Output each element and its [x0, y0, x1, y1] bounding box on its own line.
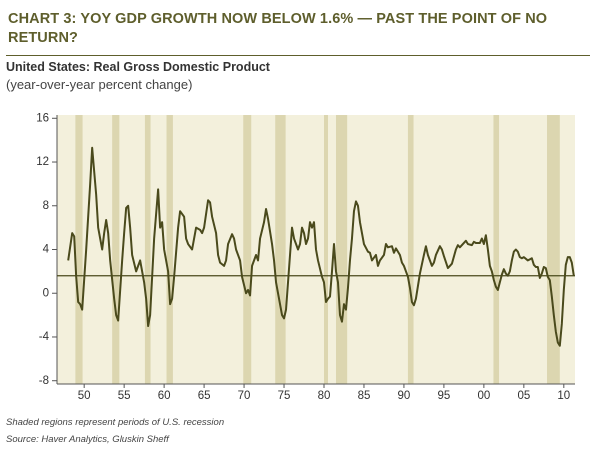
- y-tick-label: 16: [36, 112, 49, 124]
- x-tick-label: 70: [238, 390, 251, 402]
- recession-band: [407, 115, 414, 384]
- recession-band: [493, 115, 500, 384]
- x-tick-label: 85: [358, 390, 371, 402]
- chart-subtitle: United States: Real Gross Domestic Produ…: [6, 60, 270, 74]
- x-tick-label: 50: [78, 390, 91, 402]
- x-tick-label: 65: [198, 390, 211, 402]
- x-tick-label: 90: [398, 390, 411, 402]
- recession-band: [112, 115, 120, 384]
- x-tick-label: 75: [278, 390, 291, 402]
- x-tick-label: 80: [318, 390, 331, 402]
- source-note: Source: Haver Analytics, Gluskin Sheff: [6, 434, 169, 445]
- y-tick-label: -8: [39, 375, 49, 387]
- y-tick-label: 12: [36, 156, 49, 168]
- y-tick-label: 4: [43, 244, 50, 256]
- recession-band: [243, 115, 252, 384]
- x-tick-label: 05: [517, 390, 530, 402]
- recession-band: [275, 115, 286, 384]
- y-tick-label: 0: [43, 287, 49, 299]
- recession-band: [323, 115, 328, 384]
- recession-band: [335, 115, 348, 384]
- recession-band: [547, 115, 560, 384]
- x-tick-label: 55: [118, 390, 131, 402]
- x-tick-label: 95: [438, 390, 451, 402]
- note: Shaded regions represent periods of U.S.…: [6, 417, 225, 428]
- recession-band: [166, 115, 173, 384]
- x-tick-label: 10: [557, 390, 570, 402]
- recession-band: [144, 115, 151, 384]
- y-tick-label: 8: [43, 200, 49, 212]
- title-rule: [6, 55, 590, 56]
- x-tick-label: 00: [477, 390, 490, 402]
- recession-band: [75, 115, 83, 384]
- y-axis-label: (year-over-year percent change): [6, 77, 193, 92]
- y-tick-label: -4: [39, 331, 50, 343]
- x-tick-label: 60: [158, 390, 171, 402]
- gdp-line: [67, 146, 575, 347]
- chart-title: CHART 3: YOY GDP GROWTH NOW BELOW 1.6% —…: [8, 11, 548, 46]
